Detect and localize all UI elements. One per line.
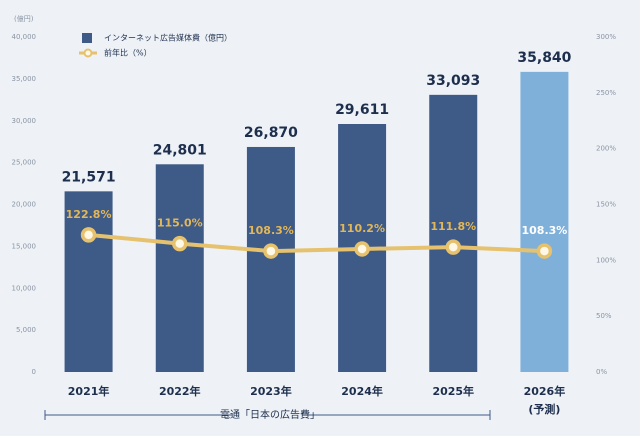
legend-swatch <box>82 33 92 43</box>
bar-value-label: 24,801 <box>153 142 207 158</box>
x-tick-label: 2025年 <box>432 384 474 398</box>
y-tick-label: 30,000 <box>12 117 37 125</box>
bar-value-label: 33,093 <box>426 73 480 89</box>
line-marker <box>80 227 97 243</box>
line-value-label: 108.3% <box>248 224 294 237</box>
bar-value-label: 26,870 <box>244 125 298 141</box>
y-tick-label: 25,000 <box>12 159 37 167</box>
bar <box>246 146 295 372</box>
y2-tick-label: 150% <box>596 201 616 209</box>
y-tick-label: 0 <box>32 368 36 376</box>
y-tick-label: 35,000 <box>12 75 37 83</box>
x-tick-label: 2026年 <box>524 384 566 398</box>
y2-tick-label: 50% <box>596 312 612 320</box>
line-marker <box>445 239 461 255</box>
line-value-label: 108.3% <box>522 224 568 237</box>
legend-label: 前年比（%） <box>104 48 152 58</box>
line-marker <box>263 243 279 259</box>
y-tick-label: 5,000 <box>16 326 36 334</box>
x-tick-label: 2021年 <box>68 384 110 398</box>
line-marker <box>354 241 370 257</box>
y2-tick-label: 300% <box>596 33 616 41</box>
y2-tick-label: 0% <box>596 368 607 376</box>
line-value-label: 111.8% <box>430 220 476 233</box>
line-value-label: 110.2% <box>339 222 385 235</box>
y-tick-label: 20,000 <box>12 201 37 209</box>
x-tick-label: 2023年 <box>250 384 292 398</box>
legend-label: インターネット広告媒体費（億円） <box>104 33 232 43</box>
source: 電通「日本の広告費」 <box>220 408 320 421</box>
y2-tick-label: 200% <box>596 145 616 153</box>
bar <box>429 94 478 372</box>
bar <box>64 191 113 372</box>
y2-tick-label: 250% <box>596 89 616 97</box>
y-axis-label: (億円) <box>14 14 34 23</box>
x-tick-label: 2024年 <box>341 384 383 398</box>
line-value-label: 122.8% <box>66 208 112 221</box>
bar-value-label: 21,571 <box>62 169 116 185</box>
x-tick-label: 2022年 <box>159 384 201 398</box>
legend-marker <box>83 48 93 58</box>
y2-tick-label: 100% <box>596 256 616 264</box>
bar <box>520 71 569 372</box>
bar <box>155 164 204 372</box>
line-value-label: 115.0% <box>157 217 203 230</box>
bar-value-label: 35,840 <box>517 50 571 66</box>
bar-value-label: 29,611 <box>335 102 389 118</box>
y-tick-label: 15,000 <box>12 242 37 250</box>
line <box>88 232 545 254</box>
source-bracket <box>44 410 491 420</box>
line-marker <box>172 235 188 252</box>
line-marker <box>536 243 553 259</box>
forecast-note: (予測) <box>528 402 560 416</box>
y-tick-label: 10,000 <box>12 284 37 292</box>
y-tick-label: 40,000 <box>12 33 37 41</box>
